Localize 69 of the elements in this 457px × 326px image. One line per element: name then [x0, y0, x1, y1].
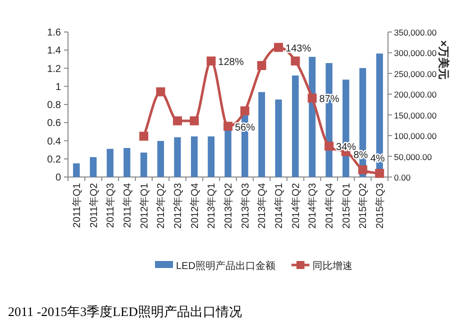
y2-tick-label: 300,000.00 [394, 48, 437, 58]
point [206, 56, 216, 66]
x-tick-label: 2013年Q2 [222, 182, 234, 229]
x-tick-label: 2014年Q1 [273, 182, 286, 229]
y-tick-label: 0.8 [47, 100, 62, 111]
bar [174, 137, 181, 177]
x-tick-label: 2015年Q1 [340, 182, 352, 229]
bar [190, 136, 198, 177]
point [274, 42, 284, 52]
bar [292, 76, 299, 177]
data-label: 143% [286, 43, 312, 54]
y-tick-label: 1.6 [47, 28, 62, 38]
point [375, 168, 384, 178]
y-tick-label: 1.4 [47, 46, 62, 57]
y2-tick-label: 150,000.00 [394, 110, 437, 120]
point [224, 122, 232, 131]
x-tick-label: 2011年Q2 [88, 182, 100, 228]
y2-tick-label: 0.00 [394, 172, 411, 182]
data-label: 128% [218, 57, 244, 68]
point [190, 116, 199, 126]
x-tick-label: 2012年Q4 [188, 182, 201, 229]
point [290, 56, 300, 66]
bar [258, 92, 266, 177]
point [257, 61, 266, 70]
y-tick-label: 0 [55, 172, 62, 184]
y-tick-label: 1.2 [47, 64, 62, 75]
point [240, 106, 250, 116]
point [156, 87, 166, 96]
x-tick-label: 2012年Q1 [138, 182, 150, 229]
bar [208, 136, 215, 177]
x-tick-label: 2014年Q2 [290, 182, 302, 229]
bar [140, 152, 148, 177]
x-tick-label: 2011年Q1 [70, 182, 83, 228]
x-tick-label: 2012年Q2 [155, 182, 168, 229]
bar [275, 100, 282, 177]
x-tick-label: 2014年Q4 [324, 182, 336, 229]
y-tick-label: 0.4 [47, 136, 62, 148]
x-tick-label: 2011年Q3 [104, 182, 117, 228]
y2-axis-title: ×万美元 [437, 40, 450, 80]
point [308, 94, 317, 103]
point [358, 165, 368, 174]
x-tick-label: 2015年Q2 [357, 182, 370, 229]
y2-tick-label: 100,000.00 [394, 131, 437, 142]
legend-label: 同比增速 [312, 260, 352, 272]
point [139, 132, 148, 141]
y2-tick-label: 250,000.00 [394, 68, 437, 79]
x-tick-label: 2013年Q3 [239, 182, 252, 229]
bar [90, 157, 97, 177]
bar [106, 148, 114, 177]
bar [124, 148, 130, 177]
bar [224, 130, 232, 177]
x-tick-label: 2011年Q4 [121, 182, 134, 228]
y-tick-label: 0.2 [47, 154, 62, 166]
y-tick-label: 1 [55, 82, 62, 93]
y2-tick-label: 350,000.00 [394, 28, 437, 38]
bar [73, 163, 80, 177]
bar [157, 140, 164, 177]
text: 2011 -2015年3季度LED照明产品出口情况 [8, 304, 242, 319]
y-tick-label: 0.6 [47, 118, 62, 130]
point [172, 116, 182, 126]
x-tick-label: 2013年Q4 [256, 182, 268, 229]
x-tick-label: 2013年Q1 [206, 182, 218, 229]
x-tick-label: 2014年Q3 [306, 182, 319, 229]
x-tick-label: 2012年Q3 [172, 182, 184, 229]
y2-tick-label: 50,000.00 [394, 152, 432, 162]
point [324, 142, 334, 151]
x-tick-label: 2015年Q3 [374, 182, 386, 229]
legend-label: LED照明产品出口金额 [176, 260, 276, 272]
y2-tick-label: 200,000.00 [394, 90, 437, 100]
